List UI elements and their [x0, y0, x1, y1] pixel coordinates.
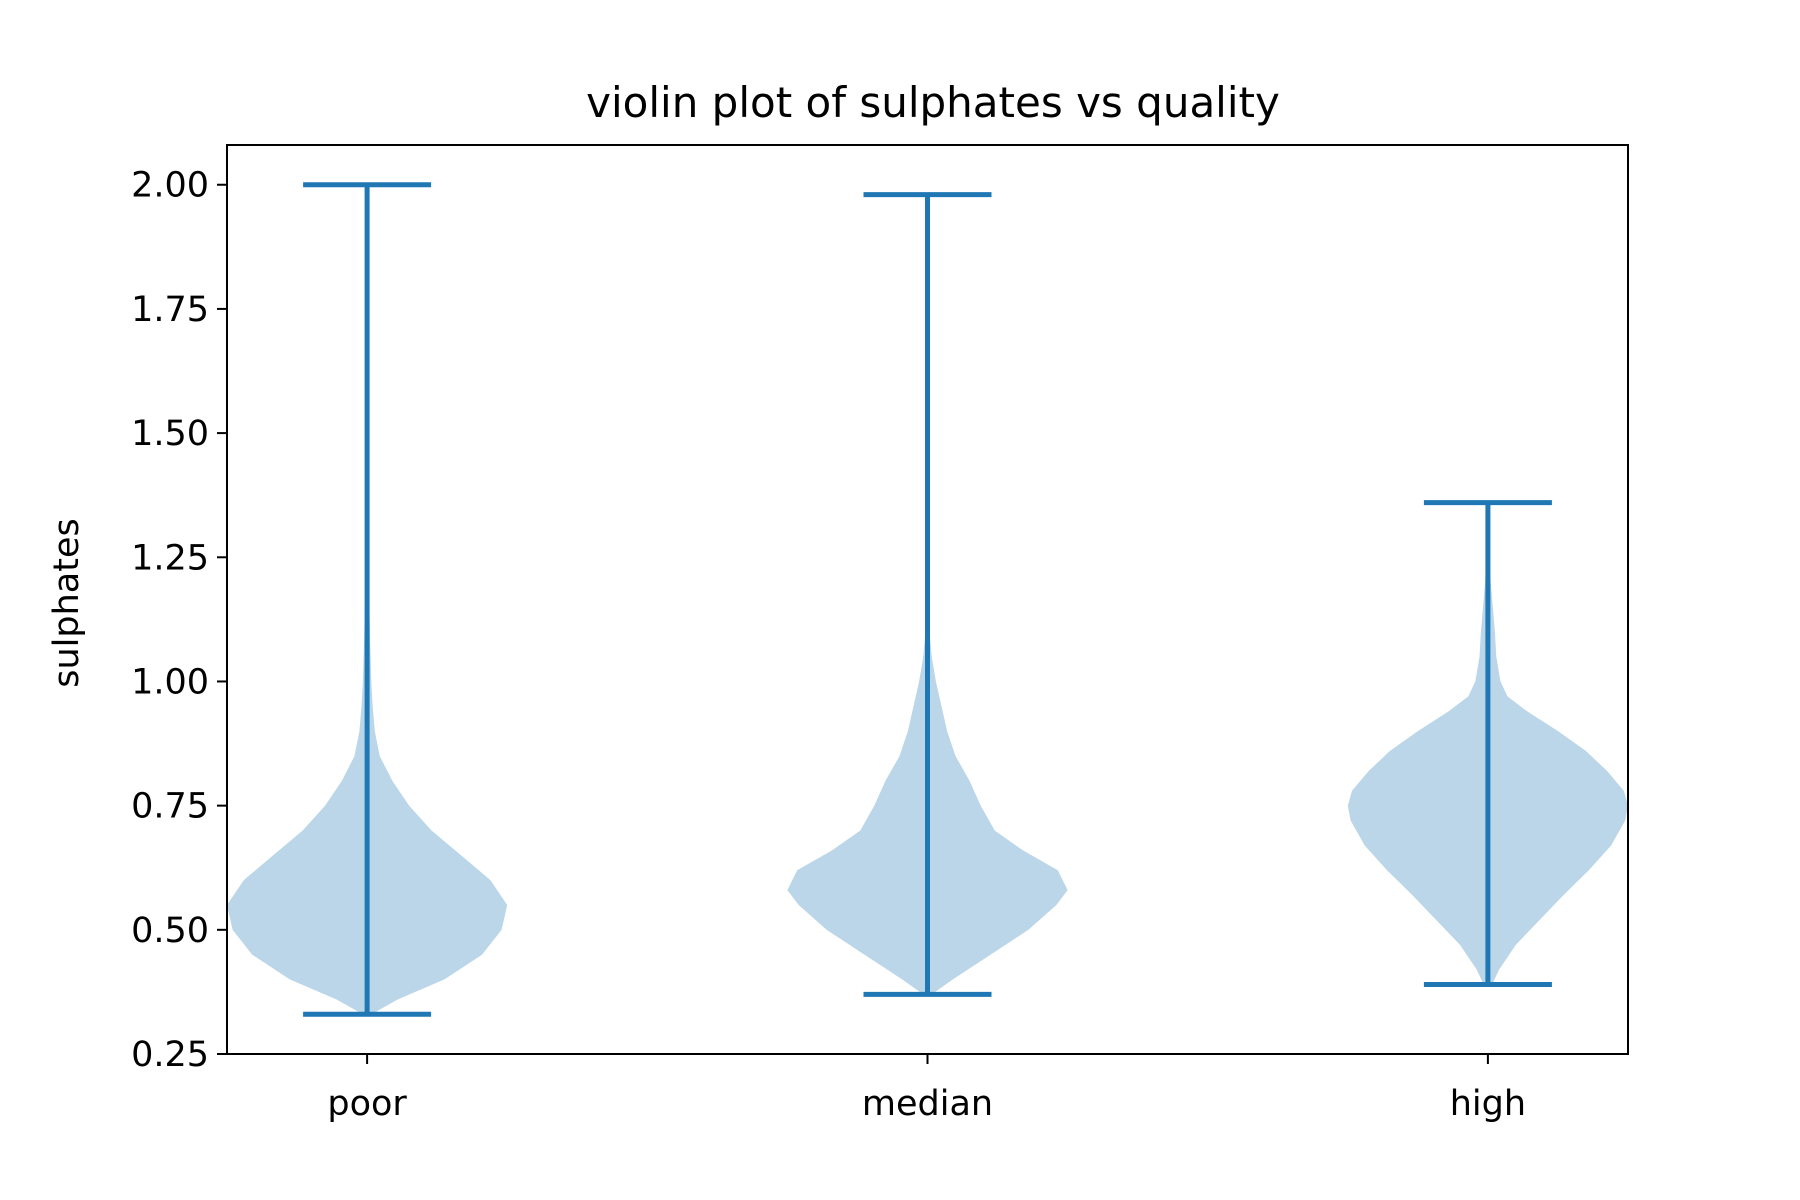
x-axis: poor median high [327, 1054, 1526, 1124]
x-tick-label-poor: poor [327, 1084, 407, 1124]
x-tick-label-median: median [862, 1084, 993, 1124]
plot-frame [226, 144, 1629, 1055]
violin-group [227, 182, 1628, 1017]
y-tick-label: 0.75 [131, 787, 209, 827]
chart-title: violin plot of sulphates vs quality [586, 78, 1280, 127]
y-tick-label: 2.00 [131, 166, 209, 206]
y-tick-label: 1.25 [131, 538, 209, 578]
y-tick-label: 0.25 [131, 1035, 209, 1075]
y-tick-label: 1.50 [131, 414, 209, 454]
y-tick-label: 1.75 [131, 290, 209, 330]
y-tick-label: 0.50 [131, 911, 209, 951]
y-axis-label: sulphates [47, 518, 87, 687]
y-tick-label: 1.00 [131, 662, 209, 702]
x-tick-label-high: high [1450, 1084, 1526, 1124]
y-axis: 0.25 0.50 0.75 1.00 1.25 1.50 1.75 2.00 [131, 166, 227, 1075]
